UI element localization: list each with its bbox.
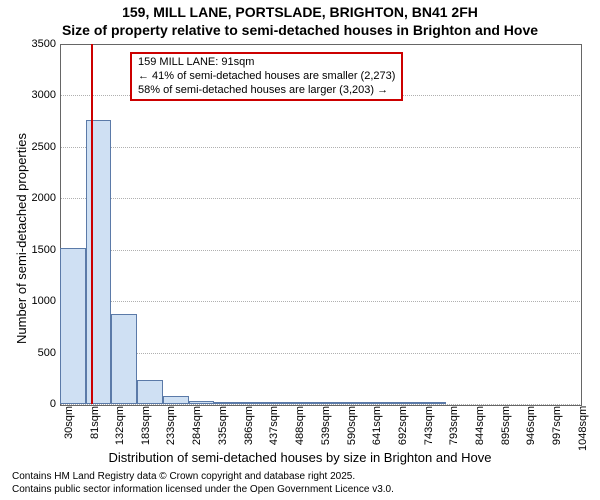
histogram-bar bbox=[163, 396, 189, 404]
histogram-bar bbox=[137, 380, 163, 404]
histogram-bar bbox=[111, 314, 137, 405]
x-tick: 284sqm bbox=[191, 406, 203, 451]
histogram-bar bbox=[292, 402, 318, 404]
histogram-bar bbox=[266, 402, 292, 404]
info-line-1: 159 MILL LANE: 91sqm bbox=[138, 56, 395, 70]
x-tick: 641sqm bbox=[371, 406, 383, 451]
x-tick: 183sqm bbox=[140, 406, 152, 451]
footer-line-2: Contains public sector information licen… bbox=[12, 484, 394, 497]
footer-line-1: Contains HM Land Registry data © Crown c… bbox=[12, 471, 394, 484]
y-tick: 3500 bbox=[6, 38, 56, 50]
y-tick: 1000 bbox=[6, 295, 56, 307]
y-tick: 0 bbox=[6, 398, 56, 410]
histogram-bar bbox=[369, 402, 395, 404]
x-tick: 81sqm bbox=[89, 406, 101, 451]
x-tick: 488sqm bbox=[294, 406, 306, 451]
histogram-bar bbox=[214, 402, 240, 404]
x-tick: 895sqm bbox=[500, 406, 512, 451]
histogram-bar bbox=[189, 401, 215, 404]
x-tick: 335sqm bbox=[217, 406, 229, 451]
x-tick: 793sqm bbox=[448, 406, 460, 451]
histogram-bar bbox=[420, 402, 446, 404]
y-tick: 2000 bbox=[6, 192, 56, 204]
footer: Contains HM Land Registry data © Crown c… bbox=[12, 471, 394, 496]
y-tick: 500 bbox=[6, 347, 56, 359]
x-tick: 997sqm bbox=[551, 406, 563, 451]
x-tick: 386sqm bbox=[243, 406, 255, 451]
y-tick: 2500 bbox=[6, 141, 56, 153]
x-axis-label: Distribution of semi-detached houses by … bbox=[0, 450, 600, 465]
histogram-bar bbox=[343, 402, 369, 404]
title-line-2: Size of property relative to semi-detach… bbox=[0, 22, 600, 38]
histogram-bar bbox=[86, 120, 112, 404]
y-axis-label: Number of semi-detached properties bbox=[14, 133, 29, 344]
y-tick: 1500 bbox=[6, 244, 56, 256]
marker-line bbox=[91, 44, 93, 404]
histogram-bar bbox=[395, 402, 421, 404]
x-tick: 233sqm bbox=[165, 406, 177, 451]
x-tick: 437sqm bbox=[268, 406, 280, 451]
histogram-bar bbox=[240, 402, 266, 404]
x-tick: 30sqm bbox=[63, 406, 75, 451]
histogram-bar bbox=[60, 248, 86, 404]
y-tick: 3000 bbox=[6, 89, 56, 101]
info-box: 159 MILL LANE: 91sqm ← 41% of semi-detac… bbox=[130, 52, 403, 101]
histogram-bar bbox=[317, 402, 343, 404]
x-tick: 844sqm bbox=[474, 406, 486, 451]
x-tick: 692sqm bbox=[397, 406, 409, 451]
x-tick: 743sqm bbox=[423, 406, 435, 451]
x-tick: 590sqm bbox=[346, 406, 358, 451]
title-line-1: 159, MILL LANE, PORTSLADE, BRIGHTON, BN4… bbox=[0, 4, 600, 20]
info-line-2: ← 41% of semi-detached houses are smalle… bbox=[138, 70, 395, 84]
x-tick: 946sqm bbox=[525, 406, 537, 451]
info-line-3: 58% of semi-detached houses are larger (… bbox=[138, 84, 395, 98]
x-tick: 539sqm bbox=[320, 406, 332, 451]
x-tick: 132sqm bbox=[114, 406, 126, 451]
x-tick: 1048sqm bbox=[577, 406, 589, 451]
